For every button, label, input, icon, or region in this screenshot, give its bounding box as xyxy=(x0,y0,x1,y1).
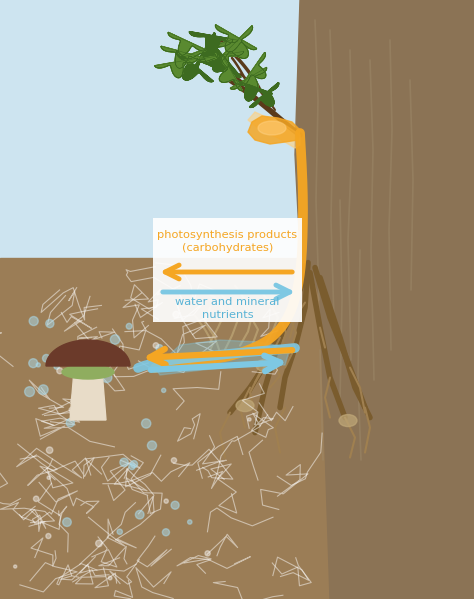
Circle shape xyxy=(129,464,135,470)
Circle shape xyxy=(66,419,74,427)
Polygon shape xyxy=(70,370,106,420)
Polygon shape xyxy=(168,32,206,55)
Polygon shape xyxy=(189,32,238,54)
Polygon shape xyxy=(230,68,266,92)
Circle shape xyxy=(46,319,54,328)
Circle shape xyxy=(156,344,163,352)
Circle shape xyxy=(173,311,179,317)
Circle shape xyxy=(162,388,166,392)
Polygon shape xyxy=(249,83,279,107)
Polygon shape xyxy=(183,39,233,66)
Polygon shape xyxy=(233,79,273,101)
Polygon shape xyxy=(155,58,198,78)
Text: nutrients: nutrients xyxy=(202,310,253,320)
Circle shape xyxy=(14,565,17,568)
Text: photosynthesis products: photosynthesis products xyxy=(157,230,298,240)
Circle shape xyxy=(109,576,112,580)
Polygon shape xyxy=(177,51,213,81)
Ellipse shape xyxy=(256,359,274,371)
Circle shape xyxy=(63,518,71,527)
Circle shape xyxy=(147,441,156,450)
Ellipse shape xyxy=(339,415,357,426)
Circle shape xyxy=(130,461,137,468)
Bar xyxy=(0,0,474,258)
Circle shape xyxy=(54,364,60,369)
Circle shape xyxy=(69,407,74,413)
Polygon shape xyxy=(161,46,205,68)
Polygon shape xyxy=(155,340,290,375)
Circle shape xyxy=(96,540,102,547)
Polygon shape xyxy=(248,112,300,148)
Text: water and mineral: water and mineral xyxy=(175,297,280,307)
Circle shape xyxy=(57,368,63,374)
Circle shape xyxy=(171,458,177,463)
Ellipse shape xyxy=(258,121,286,135)
Circle shape xyxy=(38,385,48,394)
Polygon shape xyxy=(295,0,474,599)
Polygon shape xyxy=(211,43,241,77)
Polygon shape xyxy=(216,26,253,62)
Ellipse shape xyxy=(236,400,254,412)
Text: (carbohydrates): (carbohydrates) xyxy=(182,243,273,253)
Circle shape xyxy=(36,363,40,367)
Circle shape xyxy=(142,419,151,428)
Bar xyxy=(0,258,474,599)
Polygon shape xyxy=(242,52,266,85)
Polygon shape xyxy=(190,32,218,75)
Circle shape xyxy=(126,323,132,329)
Circle shape xyxy=(163,529,170,536)
Circle shape xyxy=(120,458,128,467)
Circle shape xyxy=(34,496,39,501)
Circle shape xyxy=(110,335,120,344)
Circle shape xyxy=(43,355,50,362)
Circle shape xyxy=(117,529,122,534)
Circle shape xyxy=(136,510,144,519)
Circle shape xyxy=(29,316,38,326)
Circle shape xyxy=(29,359,38,368)
Circle shape xyxy=(248,418,251,421)
Polygon shape xyxy=(216,25,257,52)
Circle shape xyxy=(188,520,192,524)
Polygon shape xyxy=(199,52,244,72)
FancyBboxPatch shape xyxy=(153,218,302,322)
Circle shape xyxy=(205,550,210,556)
Circle shape xyxy=(102,373,112,383)
Circle shape xyxy=(46,534,51,539)
Polygon shape xyxy=(248,116,300,144)
Circle shape xyxy=(164,499,168,503)
Ellipse shape xyxy=(62,365,114,379)
Polygon shape xyxy=(46,340,130,366)
Circle shape xyxy=(153,343,159,348)
Polygon shape xyxy=(219,56,242,90)
Circle shape xyxy=(171,501,179,509)
Circle shape xyxy=(25,387,35,397)
Circle shape xyxy=(47,476,51,479)
Circle shape xyxy=(46,447,53,453)
